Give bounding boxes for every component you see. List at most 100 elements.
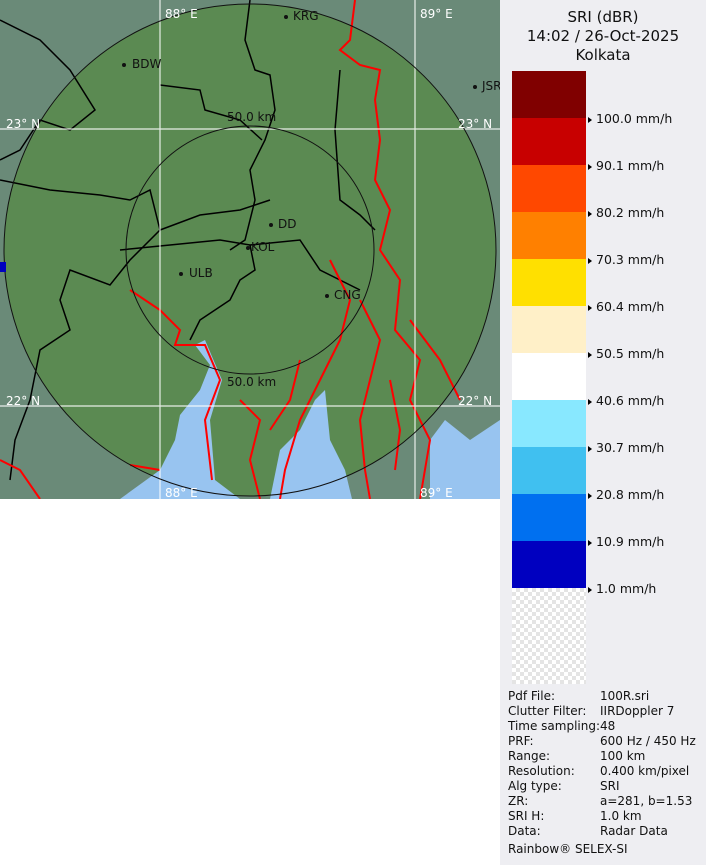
lon-label-88: 88° E: [165, 7, 198, 21]
legend-label-text: 40.6 mm/h: [596, 393, 665, 408]
place-bdw: BDW: [132, 57, 161, 71]
legend-label: 10.9 mm/h: [588, 534, 664, 549]
legend-label-text: 1.0 mm/h: [596, 581, 657, 596]
legend-color-block: [512, 541, 586, 588]
rivers: [0, 0, 461, 499]
info-row: ZR: a=281, b=1.53: [508, 794, 692, 808]
info-key: Clutter Filter:: [508, 704, 587, 718]
legend-label: 90.1 mm/h: [588, 158, 664, 173]
info-row: Alg type: SRI: [508, 779, 620, 793]
legend-label-text: 10.9 mm/h: [596, 534, 665, 549]
info-value: 1.0 km: [600, 809, 642, 823]
legend-color-block: [512, 353, 586, 400]
site-name: Kolkata: [575, 46, 631, 64]
info-row: Data: Radar Data: [508, 824, 668, 838]
legend-label: 60.4 mm/h: [588, 299, 664, 314]
lat-label-22: 22° N: [6, 394, 40, 408]
legend-tick-icon: [588, 398, 592, 405]
info-key: Range:: [508, 749, 551, 763]
info-value: 48: [600, 719, 616, 733]
place-dd: DD: [278, 217, 296, 231]
info-key: ZR:: [508, 794, 529, 808]
legend-no-data: [512, 588, 586, 684]
legend-color-block: [512, 212, 586, 259]
legend-label-text: 30.7 mm/h: [596, 440, 665, 455]
ring-label-top: 50.0 km: [227, 110, 276, 124]
product-title: SRI (dBR): [567, 8, 639, 26]
range-rings: [3, 3, 497, 497]
legend-tick-icon: [588, 492, 592, 499]
legend-label-text: 80.2 mm/h: [596, 205, 665, 220]
legend-tick-icon: [588, 210, 592, 217]
legend-label-text: 60.4 mm/h: [596, 299, 665, 314]
info-value: IIRDoppler 7: [600, 704, 675, 718]
place-krg: KRG: [293, 9, 319, 23]
lon-label-89-bottom: 89° E: [420, 486, 453, 499]
info-key: Time sampling:: [508, 719, 601, 733]
legend-label-text: 100.0 mm/h: [596, 111, 673, 126]
lat-label-22-right: 22° N: [458, 394, 492, 408]
radar-map[interactable]: 88° E 89° E 88° E 89° E 23° N 23° N 22° …: [0, 0, 500, 499]
legend-label: 30.7 mm/h: [588, 440, 664, 455]
district-boundaries: [0, 0, 376, 481]
info-key: PRF:: [508, 734, 534, 748]
info-key: Pdf File:: [508, 689, 556, 703]
legend-tick-icon: [588, 257, 592, 264]
lat-label-23-right: 23° N: [458, 117, 492, 131]
lat-lon-grid: [0, 0, 500, 499]
info-value: a=281, b=1.53: [600, 794, 693, 808]
lon-label-89: 89° E: [420, 7, 453, 21]
legend-color-block: [512, 494, 586, 541]
place-cng: CNG: [334, 288, 361, 302]
info-key: Resolution:: [508, 764, 575, 778]
legend-label: 100.0 mm/h: [588, 111, 672, 126]
legend-tick-icon: [588, 351, 592, 358]
lon-label-88-bottom: 88° E: [165, 486, 198, 499]
ring-label-bottom: 50.0 km: [227, 375, 276, 389]
info-key: SRI H:: [508, 809, 545, 823]
legend-tick-icon: [588, 445, 592, 452]
legend-tick-icon: [588, 304, 592, 311]
info-row: PRF: 600 Hz / 450 Hz: [508, 734, 696, 748]
legend-tick-icon: [588, 116, 592, 123]
legend-label: 1.0 mm/h: [588, 581, 656, 596]
info-row: Pdf File: 100R.sri: [508, 689, 649, 703]
info-value: SRI: [600, 779, 620, 793]
radar-echo: [0, 262, 6, 272]
legend-tick-icon: [588, 539, 592, 546]
lat-label-23: 23° N: [6, 117, 40, 131]
legend-color-block: [512, 165, 586, 212]
water-body: [120, 340, 500, 499]
legend-panel: SRI (dBR) 14:02 / 26-Oct-2025 Kolkata 10…: [500, 0, 706, 865]
legend-label-text: 90.1 mm/h: [596, 158, 665, 173]
product-datetime: 14:02 / 26-Oct-2025: [526, 27, 680, 45]
legend-tick-icon: [588, 586, 592, 593]
info-row: Clutter Filter: IIRDoppler 7: [508, 704, 674, 718]
info-key: Data:: [508, 824, 541, 838]
legend-label-text: 20.8 mm/h: [596, 487, 665, 502]
place-jsr: JSR: [481, 79, 500, 93]
legend-label: 70.3 mm/h: [588, 252, 664, 267]
footer-brand: Rainbow® SELEX-SI: [508, 842, 628, 856]
info-row: Time sampling:48: [508, 719, 615, 733]
legend-color-block: [512, 400, 586, 447]
legend-label-text: 50.5 mm/h: [596, 346, 665, 361]
info-row: Range: 100 km: [508, 749, 645, 763]
place-kol: KOL: [251, 240, 275, 254]
info-row: Resolution: 0.400 km/pixel: [508, 764, 689, 778]
legend-color-block: [512, 259, 586, 306]
info-value: Radar Data: [600, 824, 668, 838]
legend-color-block: [512, 118, 586, 165]
legend-tick-icon: [588, 163, 592, 170]
info-value: 100R.sri: [600, 689, 650, 703]
legend-color-block: [512, 306, 586, 353]
radar-coverage: [4, 4, 496, 496]
info-value: 0.400 km/pixel: [600, 764, 690, 778]
info-row: SRI H: 1.0 km: [508, 809, 642, 823]
info-value: 600 Hz / 450 Hz: [600, 734, 696, 748]
legend-label: 20.8 mm/h: [588, 487, 664, 502]
legend-label-text: 70.3 mm/h: [596, 252, 665, 267]
place-ulb: ULB: [189, 266, 213, 280]
legend-color-block: [512, 447, 586, 494]
info-key: Alg type:: [508, 779, 562, 793]
